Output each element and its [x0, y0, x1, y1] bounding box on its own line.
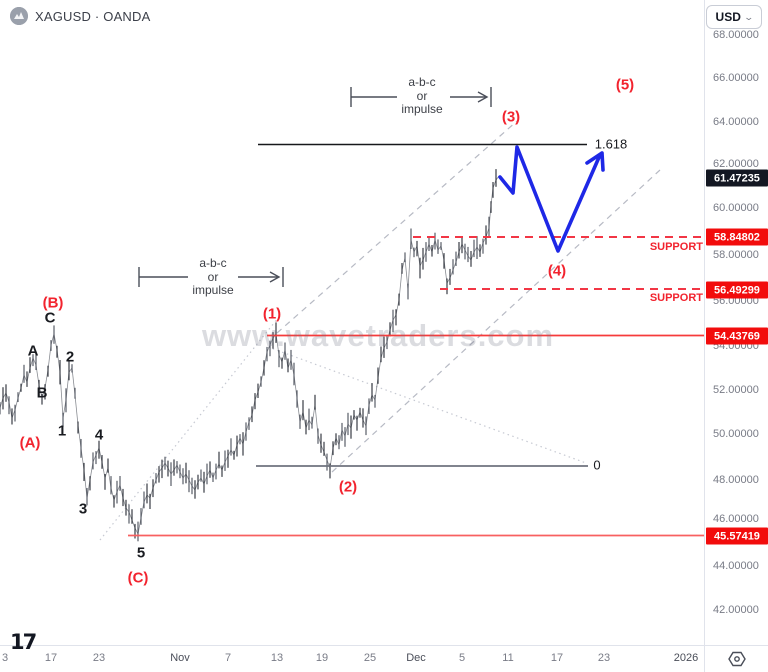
- price-axis-tick: 58.00000: [713, 249, 759, 261]
- wave-label-1618: 1.618: [594, 136, 628, 152]
- symbol-title: XAGUSD · OANDA: [35, 8, 151, 24]
- currency-label: USD: [715, 10, 741, 24]
- wave-label-1: (1): [262, 305, 282, 323]
- price-axis-tick: 66.00000: [713, 72, 759, 84]
- symbol-header[interactable]: XAGUSD · OANDA: [10, 7, 150, 25]
- ohlc-price-bars: [0, 169, 500, 542]
- time-axis-tick: 17: [44, 652, 58, 664]
- wave-label-5: (5): [615, 76, 635, 94]
- time-axis-tick: 3: [1, 652, 9, 664]
- tradingview-logo[interactable]: 17: [10, 630, 37, 654]
- currency-selector-button[interactable]: USD ⌄: [706, 5, 762, 29]
- level-price-badge: 56.49299: [706, 281, 768, 299]
- wave-label-2: (2): [338, 478, 358, 496]
- wave-label-1: 1: [57, 422, 67, 440]
- blue-forecast-arrow[interactable]: [498, 145, 605, 253]
- level-price-badge: 54.43769: [706, 327, 768, 345]
- price-chart-canvas[interactable]: [0, 0, 704, 645]
- chart-drawing-layer: [0, 87, 704, 542]
- price-axis-tick: 48.00000: [713, 474, 759, 486]
- gear-icon: [727, 651, 746, 667]
- abc-impulse-annotation[interactable]: a-b-c or impulse: [189, 256, 237, 298]
- wave-label-4: (4): [547, 262, 567, 280]
- price-axis-tick: 44.00000: [713, 560, 759, 572]
- time-axis-tick: 19: [315, 652, 329, 664]
- level-lines: [128, 143, 704, 537]
- wave-label-0: 0: [593, 457, 601, 473]
- wave-label-4: 4: [94, 426, 104, 444]
- abc-impulse-bracket-lower[interactable]: [138, 267, 284, 287]
- wave-label-3: 3: [78, 500, 88, 518]
- price-axis-tick: 60.00000: [713, 202, 759, 214]
- chevron-down-icon: ⌄: [743, 11, 754, 22]
- support-label: SUPPORT: [649, 292, 703, 304]
- price-axis-tick: 46.00000: [713, 513, 759, 525]
- time-axis-tick: Nov: [170, 652, 190, 664]
- support-label: SUPPORT: [649, 241, 703, 253]
- wave-label-A: (A): [19, 434, 41, 452]
- time-axis-tick: 13: [270, 652, 284, 664]
- trend-guide-lines: [99, 120, 661, 541]
- wave-label-B: B: [36, 384, 48, 402]
- level-price-badge: 45.57419: [706, 527, 768, 545]
- last-price-badge: 61.47235: [706, 169, 768, 187]
- price-axis-tick: 52.00000: [713, 384, 759, 396]
- price-axis-tick: 68.00000: [713, 29, 759, 41]
- level-price-badge: 58.84802: [706, 228, 768, 246]
- time-axis-tick: 2026: [673, 652, 699, 664]
- time-axis-tick: 23: [597, 652, 611, 664]
- time-axis[interactable]: 3 17 23 Nov 7 13 19 25 Dec 5 11 17 23 2026: [0, 645, 704, 672]
- price-axis-tick: 64.00000: [713, 116, 759, 128]
- time-axis-tick: 17: [550, 652, 564, 664]
- time-axis-tick: 25: [363, 652, 377, 664]
- price-axis-tick: 62.00000: [713, 158, 759, 170]
- wave-label-B: (B): [42, 294, 64, 312]
- wave-label-A: A: [27, 342, 39, 360]
- wave-label-5: 5: [136, 544, 146, 562]
- time-axis-tick: Dec: [406, 652, 426, 664]
- price-axis[interactable]: 68.00000 66.00000 64.00000 62.00000 60.00000…: [704, 0, 768, 645]
- abc-impulse-bracket-upper[interactable]: [350, 87, 492, 107]
- silver-instrument-icon: [10, 7, 28, 25]
- wave-label-C: C: [44, 309, 56, 327]
- time-axis-tick: 11: [502, 652, 514, 664]
- axis-settings-corner[interactable]: [704, 645, 768, 672]
- time-axis-tick: 23: [92, 652, 106, 664]
- price-axis-tick: 42.00000: [713, 604, 759, 616]
- time-axis-tick: 5: [458, 652, 466, 664]
- time-axis-tick: 7: [224, 652, 232, 664]
- abc-impulse-annotation[interactable]: a-b-c or impulse: [398, 75, 446, 117]
- wave-label-C: (C): [127, 569, 149, 587]
- wavetraders-watermark: www.wavetraders.com: [201, 318, 555, 353]
- wave-label-3: (3): [501, 108, 521, 126]
- wave-label-2: 2: [65, 348, 75, 366]
- price-axis-tick: 50.00000: [713, 428, 759, 440]
